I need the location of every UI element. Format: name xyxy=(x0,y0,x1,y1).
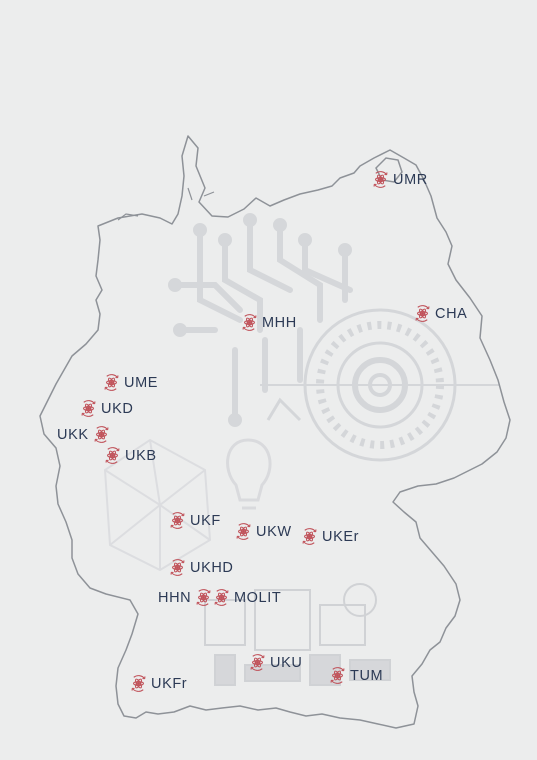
background-brain-network xyxy=(103,438,212,572)
site-label-ume: UME xyxy=(124,374,159,391)
site-ukhd[interactable]: UKHD xyxy=(168,558,234,577)
recycle-atom-icon xyxy=(104,374,119,391)
recycle-atom-icon xyxy=(170,559,185,576)
site-label-uker: UKEr xyxy=(322,528,360,545)
site-umr[interactable]: UMR xyxy=(371,170,428,189)
germany-outline xyxy=(39,135,511,729)
recycle-atom-icon xyxy=(131,675,146,692)
site-ukf[interactable]: UKF xyxy=(168,511,221,530)
site-uker[interactable]: UKEr xyxy=(300,527,359,546)
background-tech-pattern xyxy=(168,213,353,427)
site-label-uku: UKU xyxy=(270,654,303,671)
recycle-atom-icon xyxy=(105,447,120,464)
site-ume[interactable]: UME xyxy=(102,373,158,392)
site-label-ukk: UKK xyxy=(57,426,89,443)
site-label-ukb: UKB xyxy=(125,447,157,464)
site-label-ukd: UKD xyxy=(101,400,134,417)
site-label-umr: UMR xyxy=(393,171,428,188)
background-gear-pattern xyxy=(260,308,500,462)
site-ukb[interactable]: UKB xyxy=(103,446,157,465)
recycle-atom-icon xyxy=(415,305,430,322)
recycle-atom-icon xyxy=(81,400,96,417)
site-label-cha: CHA xyxy=(435,305,468,322)
site-label-tum: TUM xyxy=(350,667,384,684)
recycle-atom-icon xyxy=(330,667,345,684)
site-label-ukw: UKW xyxy=(256,523,292,540)
recycle-atom-icon xyxy=(196,589,211,606)
site-label-mhh: MHH xyxy=(262,314,297,331)
site-tum[interactable]: TUM xyxy=(328,666,383,685)
recycle-atom-icon xyxy=(94,426,109,443)
site-label-hhn: HHN xyxy=(158,589,192,606)
background-lightbulb xyxy=(226,438,272,510)
recycle-atom-icon xyxy=(302,528,317,545)
coastline-detail xyxy=(117,187,215,221)
site-molit[interactable]: MOLIT xyxy=(212,588,281,607)
recycle-atom-icon xyxy=(242,314,257,331)
site-ukk[interactable]: UKK xyxy=(57,425,111,444)
site-label-ukhd: UKHD xyxy=(190,559,234,576)
recycle-atom-icon xyxy=(214,589,229,606)
site-ukw[interactable]: UKW xyxy=(234,522,292,541)
site-ukd[interactable]: UKD xyxy=(79,399,133,418)
site-mhh[interactable]: MHH xyxy=(240,313,297,332)
recycle-atom-icon xyxy=(170,512,185,529)
site-ukfr[interactable]: UKFr xyxy=(129,674,187,693)
site-label-ukf: UKF xyxy=(190,512,221,529)
recycle-atom-icon xyxy=(373,171,388,188)
site-cha[interactable]: CHA xyxy=(413,304,467,323)
site-uku[interactable]: UKU xyxy=(248,653,302,672)
recycle-atom-icon xyxy=(236,523,251,540)
site-hhn[interactable]: HHN xyxy=(158,588,213,607)
site-label-ukfr: UKFr xyxy=(151,675,188,692)
site-label-molit: MOLIT xyxy=(234,589,282,606)
recycle-atom-icon xyxy=(250,654,265,671)
